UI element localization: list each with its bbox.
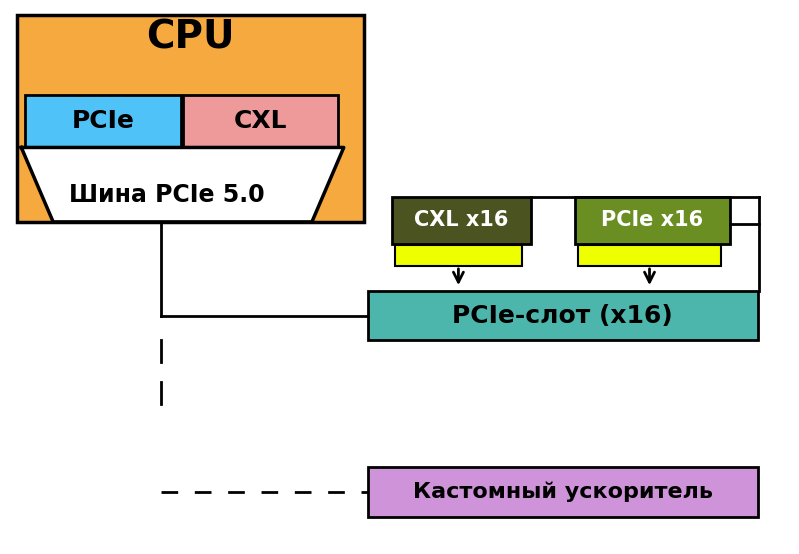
Polygon shape: [22, 147, 344, 222]
FancyBboxPatch shape: [18, 15, 364, 222]
Text: PCIe x16: PCIe x16: [601, 211, 703, 230]
FancyBboxPatch shape: [392, 197, 531, 244]
Text: CXL: CXL: [234, 109, 288, 134]
FancyBboxPatch shape: [26, 95, 181, 147]
FancyBboxPatch shape: [574, 197, 730, 244]
Bar: [395, 245, 522, 266]
Text: CPU: CPU: [146, 18, 235, 56]
Text: CXL x16: CXL x16: [414, 211, 508, 230]
Text: Шина PCIe 5.0: Шина PCIe 5.0: [69, 183, 264, 207]
Bar: [578, 245, 721, 266]
Text: PCIe: PCIe: [71, 109, 134, 134]
FancyBboxPatch shape: [368, 467, 757, 517]
Text: PCIe-слот (x16): PCIe-слот (x16): [452, 304, 673, 327]
Text: Кастомный ускоритель: Кастомный ускоритель: [413, 482, 713, 502]
FancyBboxPatch shape: [368, 291, 757, 340]
FancyBboxPatch shape: [183, 95, 338, 147]
